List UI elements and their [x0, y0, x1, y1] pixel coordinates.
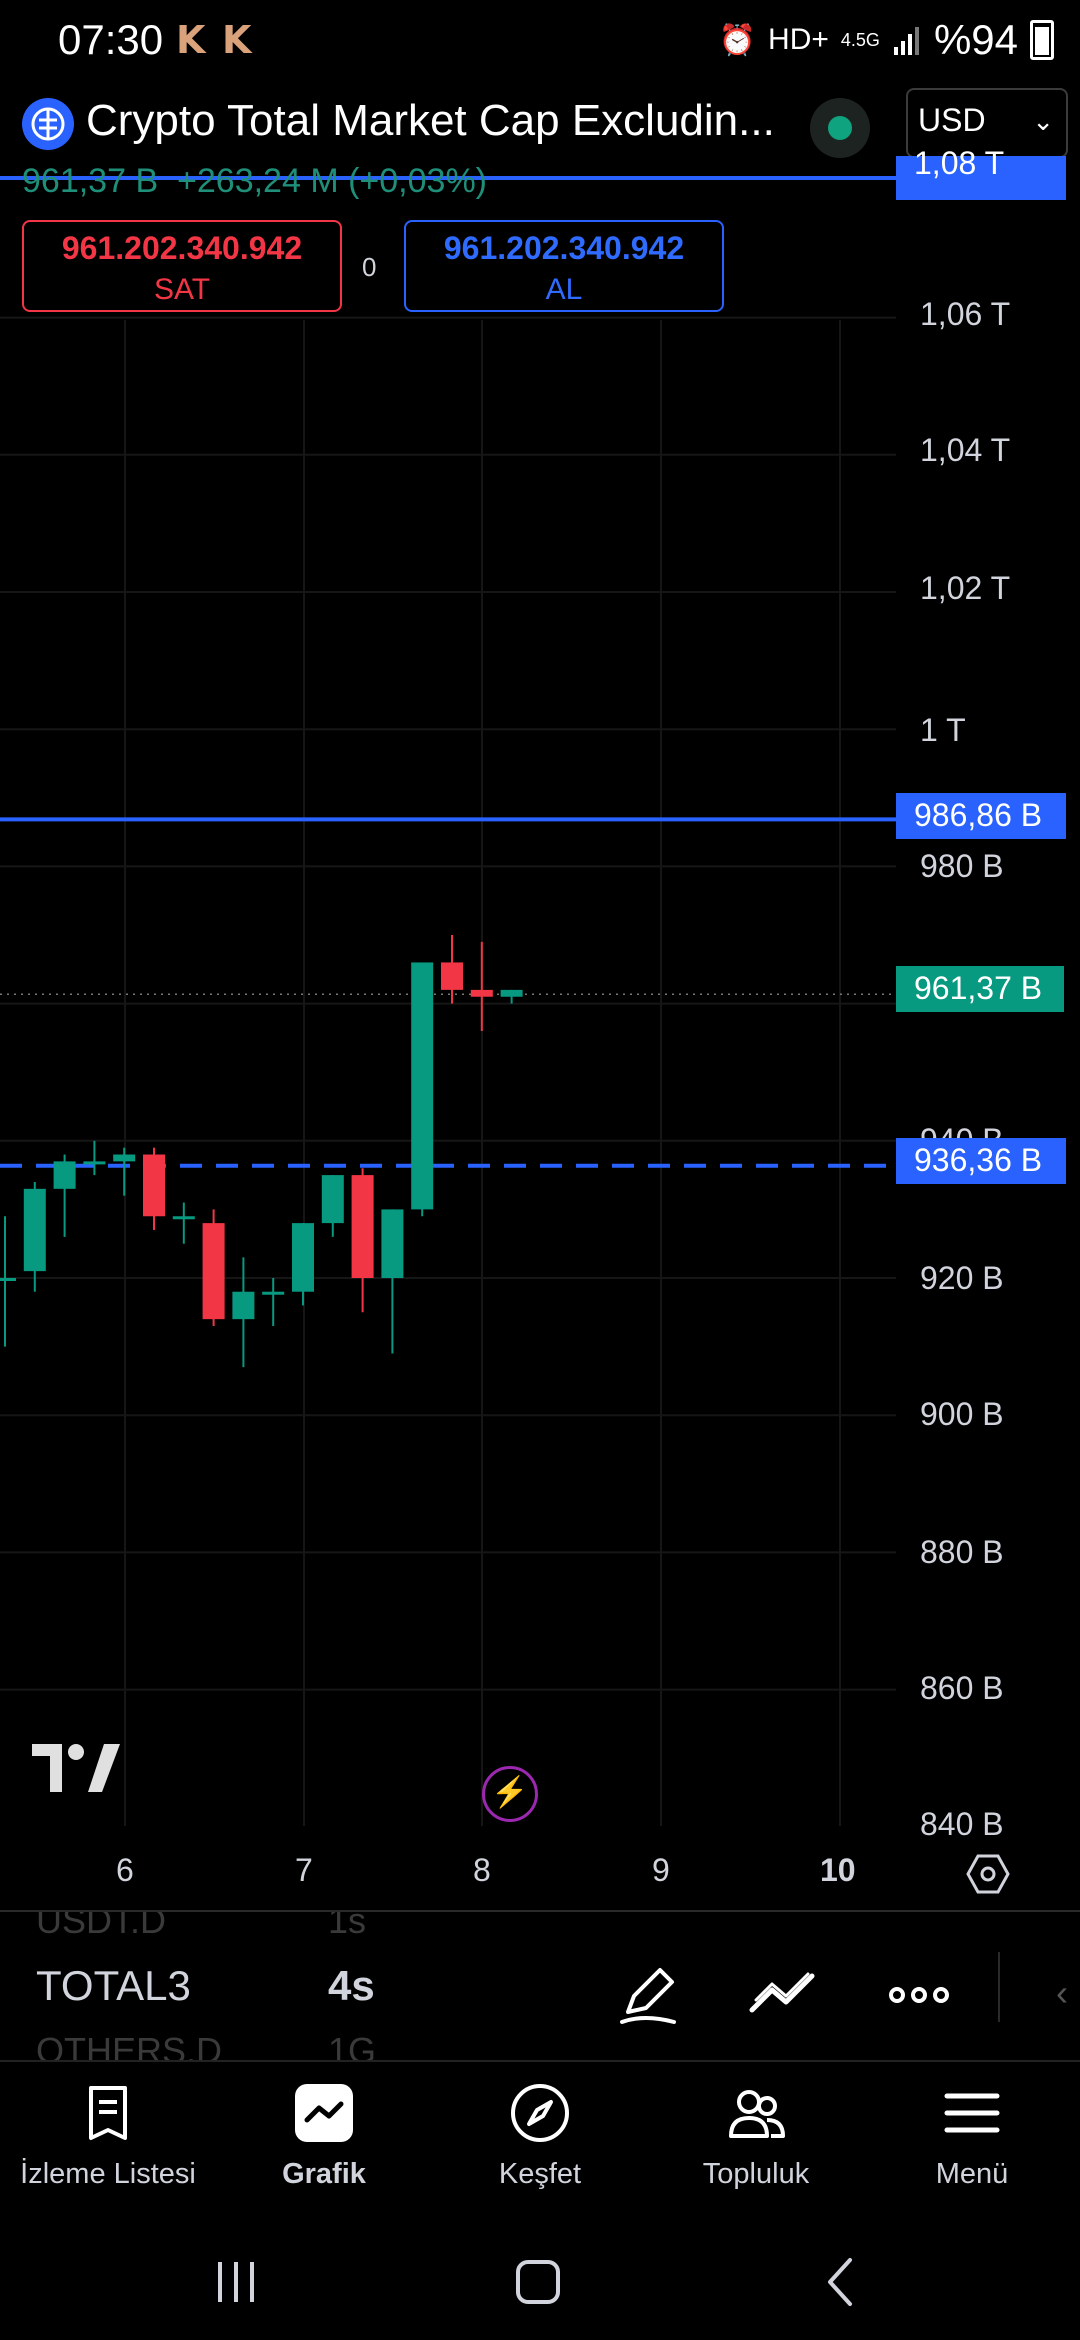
chevron-down-icon: ⌄: [1032, 106, 1054, 136]
price-axis-label: 1,06 T: [920, 296, 1011, 332]
sell-price: 961.202.340.942: [61, 230, 303, 266]
candle-body: [441, 962, 463, 990]
price-change: +263,24 M (+0,03%): [177, 162, 487, 200]
next-ticker[interactable]: OTHERS.D 1G: [36, 2030, 377, 2062]
notification-k-icon: K: [176, 18, 206, 62]
time-axis-label: 6: [116, 1852, 134, 1888]
price-axis-label: 840 B: [920, 1806, 1004, 1842]
price-axis-label: 1 T: [920, 712, 966, 748]
candle-body: [23, 1188, 46, 1272]
nav-label: Menü: [935, 2158, 1009, 2190]
battery-icon: [1030, 20, 1054, 60]
interval-value[interactable]: 4s: [328, 1962, 375, 2009]
time-axis-label: 10: [820, 1852, 856, 1888]
nav-item-menu[interactable]: Menü: [864, 2082, 1080, 2191]
time-axis-label: 7: [295, 1852, 313, 1888]
line-price-tag[interactable]: 986,86 B: [896, 793, 1066, 839]
price-axis-label: 1,02 T: [920, 570, 1011, 606]
candle-body: [0, 1278, 16, 1281]
nav-item-community[interactable]: Topluluk: [648, 2082, 864, 2191]
hd-icon: HD+: [768, 23, 829, 56]
bottom-nav: İzleme Listesi Grafik Keşfet Topluluk Me…: [0, 2060, 1080, 2222]
trendline-icon[interactable]: [748, 1960, 818, 2030]
spread-value: 0: [362, 252, 377, 282]
candle-body: [292, 1223, 314, 1292]
candle-body: [262, 1291, 285, 1295]
candle-body: [500, 989, 523, 997]
candle-body: [143, 1154, 165, 1217]
symbol-toolbar: USDT.D 1s TOTAL3 4s OTHERS.D 1G ‹: [0, 1910, 1080, 2062]
candle-body: [232, 1291, 255, 1320]
candle-body: [172, 1216, 195, 1220]
last-price: 961,37 B: [22, 162, 159, 200]
more-options-icon[interactable]: [884, 1960, 954, 2030]
network-type: 4.5G: [840, 29, 880, 50]
nav-item-explore[interactable]: Keşfet: [432, 2082, 648, 2191]
community-icon: [729, 2090, 785, 2138]
bolt-icon[interactable]: ⚡: [482, 1766, 538, 1822]
status-time: 07:30: [58, 16, 164, 63]
chart-icon: [295, 2084, 353, 2142]
ticker-name[interactable]: TOTAL3: [36, 1962, 191, 2009]
candle-body: [202, 1223, 225, 1320]
market-status-button[interactable]: [810, 98, 870, 158]
nav-item-chart[interactable]: Grafik: [216, 2082, 432, 2191]
pencil-draw-icon[interactable]: [614, 1960, 684, 2030]
price-axis-label: 920 B: [920, 1260, 1004, 1296]
time-axis-label: 9: [652, 1852, 670, 1888]
alarm-icon: ⏰: [718, 23, 757, 57]
market-open-dot-icon: [828, 116, 852, 140]
prev-ticker[interactable]: USDT.D 1s: [36, 1910, 367, 1941]
price-axis-label: 980 B: [920, 848, 1004, 884]
price-axis-label: 1,04 T: [920, 432, 1011, 468]
sell-button[interactable]: 961.202.340.942 SAT: [22, 220, 342, 312]
system-nav-bar: [0, 2220, 1080, 2340]
status-right: ⏰ HD+ 4.5G %94: [719, 16, 1054, 64]
price-chart[interactable]: [0, 0, 1080, 1910]
menu-icon: [944, 2093, 1000, 2133]
signal-icon: [893, 27, 919, 55]
price-change-line: 961,37 B +263,24 M (+0,03%): [22, 162, 487, 201]
currency-value: USD: [918, 102, 986, 138]
symbol-logo-icon[interactable]: [22, 98, 74, 150]
symbol-title[interactable]: Crypto Total Market Cap Excludin...: [86, 96, 775, 145]
status-bar: 07:30 K K ⏰ HD+ 4.5G %94: [0, 0, 1080, 80]
buy-price: 961.202.340.942: [443, 230, 685, 266]
chart-settings-icon[interactable]: [966, 1852, 1010, 1896]
price-axis-label: 900 B: [920, 1396, 1004, 1432]
recent-apps-icon[interactable]: [206, 2252, 266, 2312]
toolbar-divider: [998, 1952, 1000, 2022]
price-axis-label: 860 B: [920, 1670, 1004, 1706]
sell-label: SAT: [153, 273, 211, 306]
candle-body: [470, 989, 493, 997]
symbol-header: Crypto Total Market Cap Excludin... USD …: [0, 88, 1080, 158]
compass-icon: [511, 2084, 569, 2142]
nav-label: Grafik: [282, 2158, 366, 2190]
chevron-left-icon[interactable]: ‹: [1056, 1972, 1068, 2013]
line-price-tag[interactable]: 1,08 T: [896, 147, 1066, 200]
nav-label: İzleme Listesi: [20, 2158, 196, 2190]
candle-body: [113, 1154, 136, 1162]
candle-body: [411, 962, 434, 1210]
nav-label: Keşfet: [498, 2158, 582, 2190]
buy-button[interactable]: 961.202.340.942 AL: [404, 220, 724, 312]
price-axis-label: 880 B: [920, 1534, 1004, 1570]
candle-body: [321, 1175, 344, 1224]
back-icon[interactable]: [812, 2252, 872, 2312]
candle-body: [53, 1161, 76, 1189]
candle-body: [83, 1161, 106, 1165]
home-icon[interactable]: [508, 2252, 568, 2312]
nav-label: Topluluk: [702, 2158, 810, 2190]
line-price-tag[interactable]: 936,36 B: [896, 1138, 1066, 1184]
candle-body: [381, 1209, 404, 1278]
battery-percent: %94: [933, 16, 1018, 63]
candle-body: [351, 1175, 374, 1278]
time-axis-label: 8: [473, 1852, 491, 1888]
buy-label: AL: [545, 273, 583, 306]
notification-k-icon: K: [222, 18, 252, 62]
last-price-tag: 961,37 B: [896, 966, 1064, 1012]
tradingview-logo-icon: [32, 1744, 120, 1792]
nav-item-watchlist[interactable]: İzleme Listesi: [0, 2082, 216, 2191]
watchlist-icon: [89, 2086, 127, 2140]
